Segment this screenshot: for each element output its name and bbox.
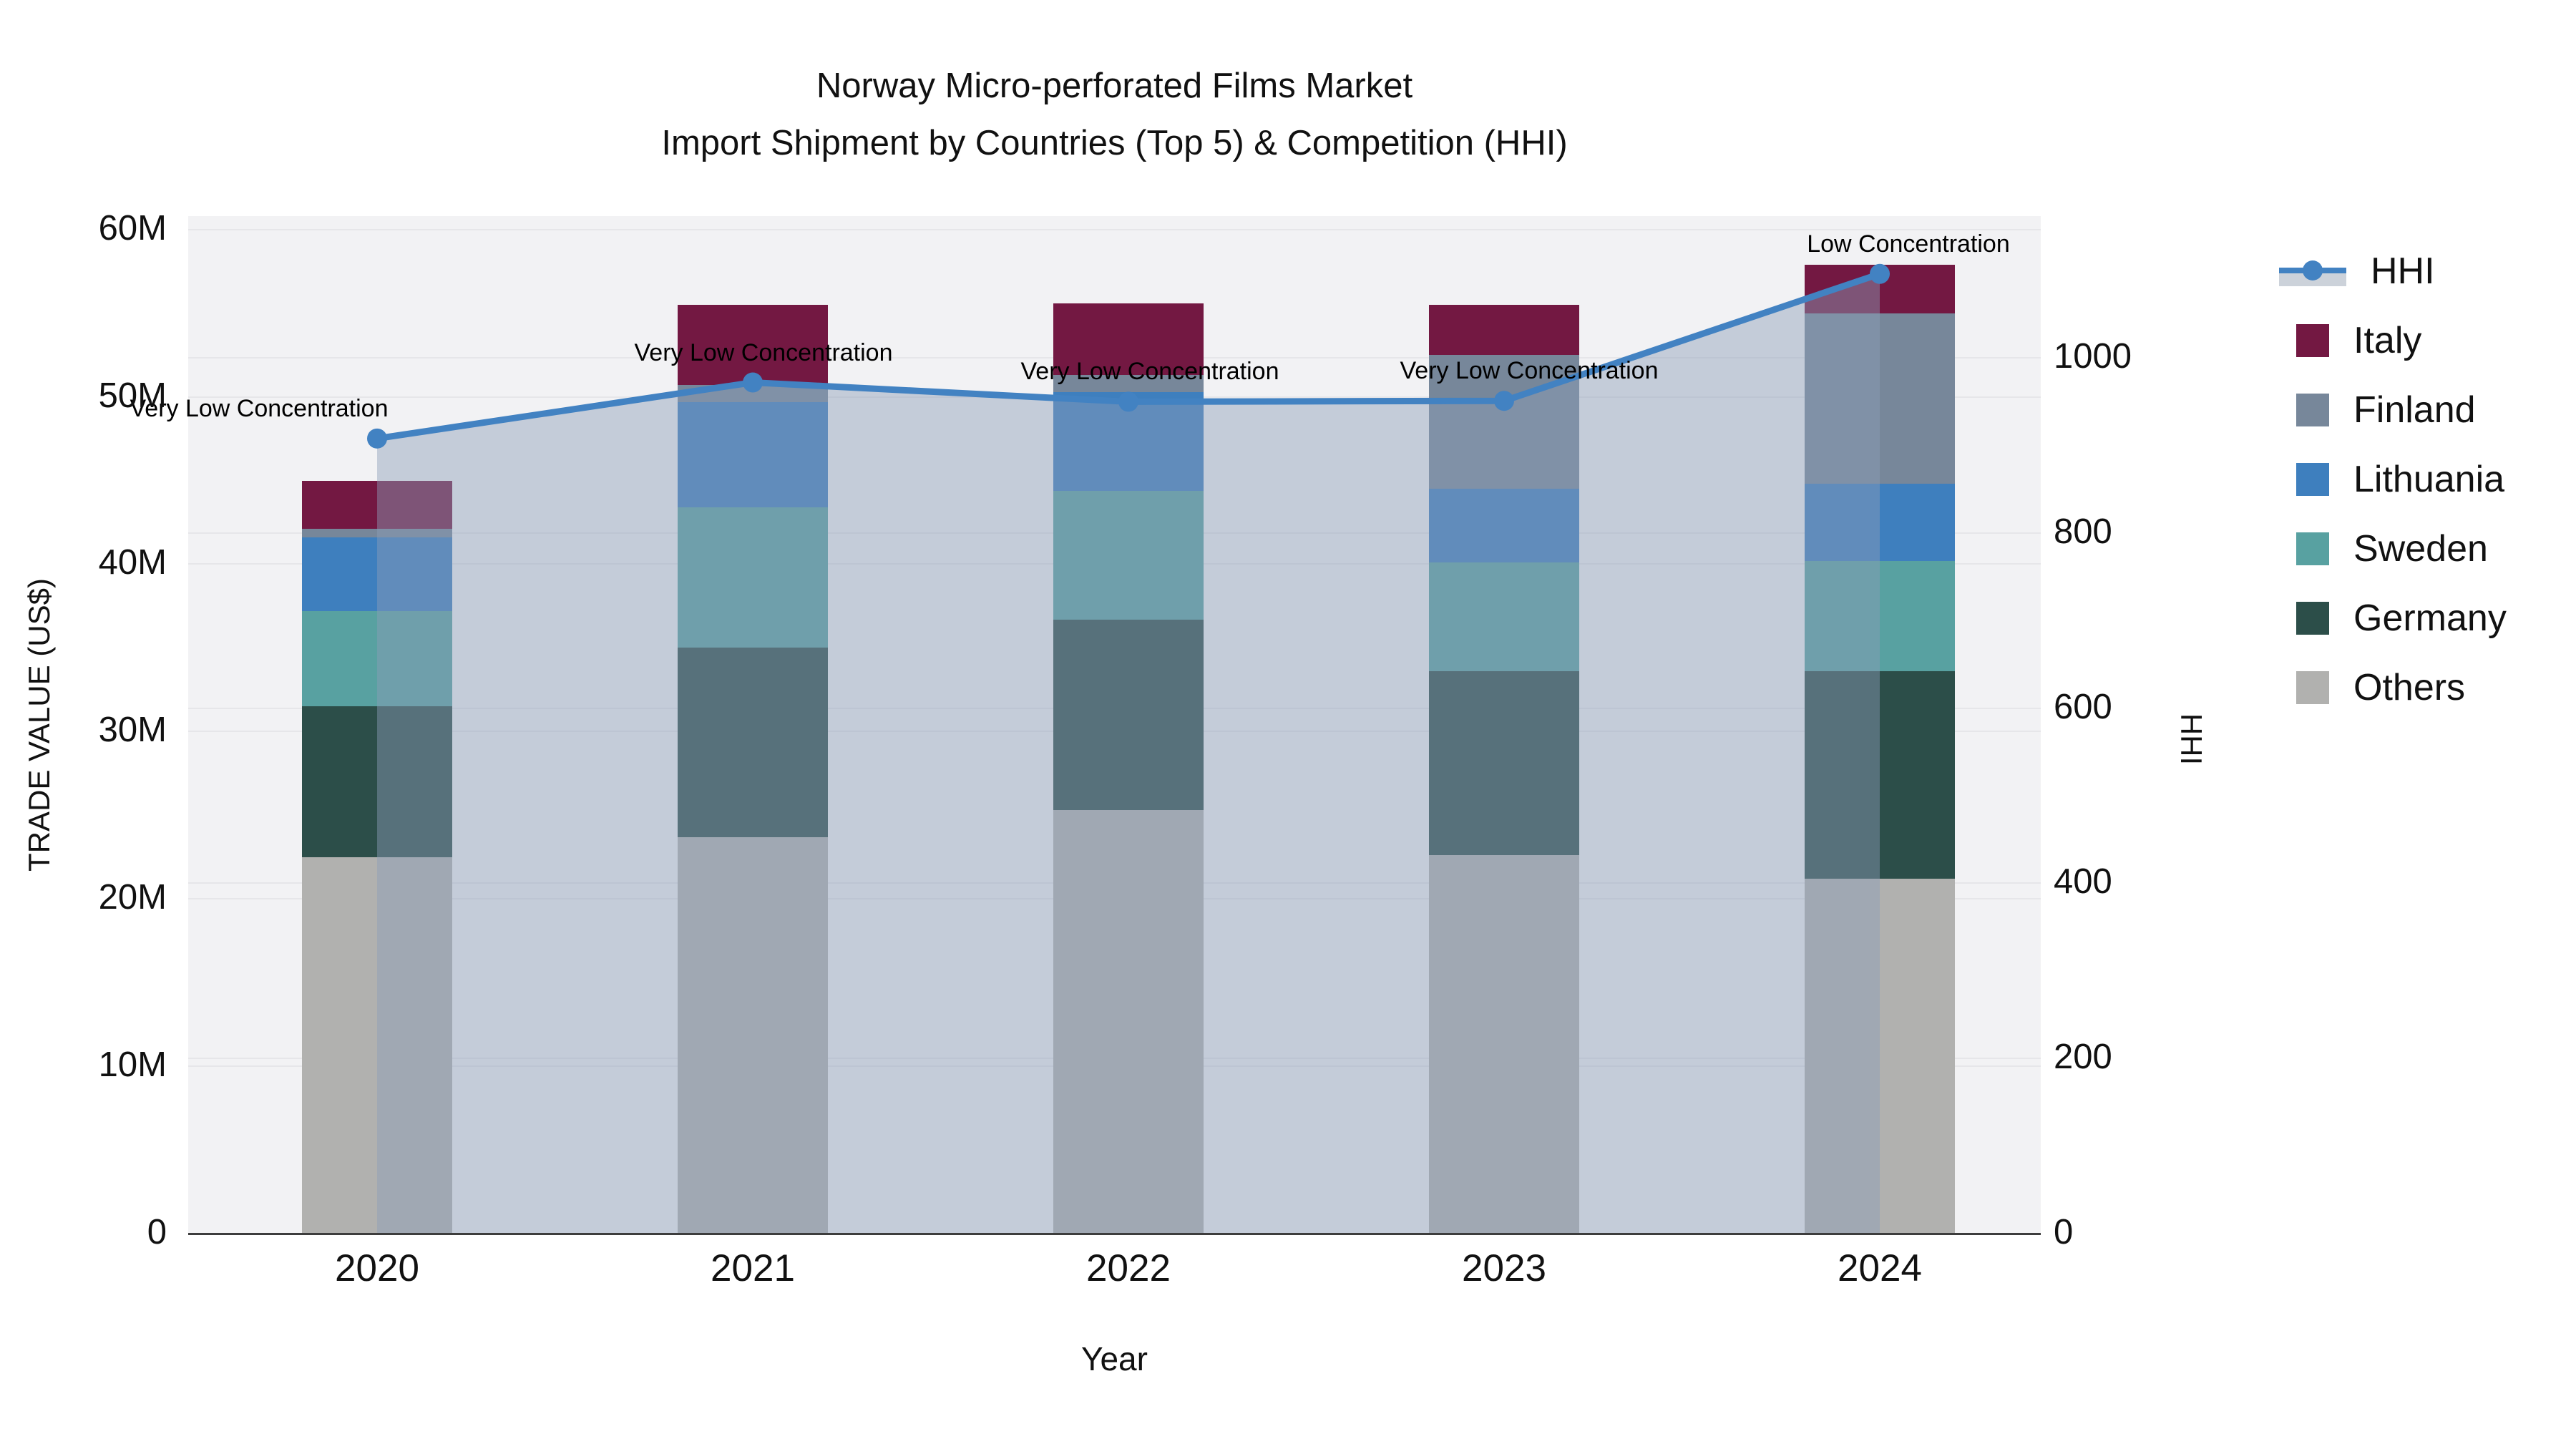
y-right-tick-1000: 1000: [2054, 337, 2132, 376]
bar-segment-others-2021[interactable]: [678, 836, 828, 1234]
bar-segment-sweden-2021[interactable]: [678, 507, 828, 648]
bar-segment-finland-2020[interactable]: [302, 529, 452, 538]
hhi-marker-2023[interactable]: [1494, 391, 1514, 411]
y-left-tick-30M: 30M: [98, 711, 167, 750]
bar-segment-germany-2021[interactable]: [678, 648, 828, 837]
bar-segment-finland-2022[interactable]: [1053, 375, 1204, 392]
bar-segment-germany-2024[interactable]: [1805, 671, 1955, 879]
legend-swatch-finland-icon: [2296, 393, 2329, 426]
legend-swatch-sweden-icon: [2296, 532, 2329, 565]
legend-item-finland[interactable]: Finland: [2279, 375, 2476, 444]
legend-swatch-lithuania-icon: [2296, 462, 2329, 496]
y-left-tick-0: 0: [147, 1213, 167, 1252]
bar-segment-italy-2021[interactable]: [678, 304, 828, 386]
bar-segment-others-2022[interactable]: [1053, 810, 1204, 1234]
y-left-tick-20M: 20M: [98, 878, 167, 917]
x-tick-2022: 2022: [1086, 1247, 1171, 1289]
legend-swatch-germany-icon: [2296, 601, 2329, 635]
bar-segment-lithuania-2020[interactable]: [302, 537, 452, 611]
hhi-legend-glyph-icon: [2279, 255, 2346, 288]
bar-segment-others-2024[interactable]: [1805, 879, 1955, 1234]
y-right-tick-200: 200: [2054, 1038, 2112, 1077]
legend-swatch-italy-icon: [2296, 323, 2329, 357]
annotation-2024: Low Concentration: [1807, 230, 2010, 258]
bar-segment-others-2020[interactable]: [302, 857, 452, 1234]
hhi-marker-swatch-icon: [2303, 260, 2323, 280]
annotation-2022: Very Low Concentration: [1020, 358, 1279, 386]
hhi-area-fill: [377, 273, 1880, 1234]
bar-segment-sweden-2022[interactable]: [1053, 490, 1204, 620]
legend-label-italy: Italy: [2353, 319, 2422, 361]
legend-item-hhi[interactable]: HHI: [2279, 236, 2435, 306]
hhi-marker-2022[interactable]: [1118, 391, 1138, 412]
y-right-tick-600: 600: [2054, 687, 2112, 726]
x-axis-line: [188, 1233, 2041, 1235]
bar-segment-lithuania-2023[interactable]: [1429, 489, 1579, 563]
hhi-line-layer: [367, 263, 1890, 1234]
bar-segment-lithuania-2021[interactable]: [678, 401, 828, 507]
bar-segment-finland-2024[interactable]: [1805, 313, 1955, 484]
legend-item-italy[interactable]: Italy: [2279, 306, 2421, 375]
bar-segment-germany-2023[interactable]: [1429, 671, 1579, 856]
legend-item-germany[interactable]: Germany: [2279, 583, 2507, 653]
bar-segment-italy-2023[interactable]: [1429, 304, 1579, 356]
hhi-marker-2021[interactable]: [743, 372, 763, 393]
bar-segment-sweden-2020[interactable]: [302, 610, 452, 707]
annotation-2023: Very Low Concentration: [1400, 357, 1659, 385]
y-right-tick-800: 800: [2054, 512, 2112, 551]
legend-label-germany: Germany: [2353, 597, 2507, 639]
legend-item-sweden[interactable]: Sweden: [2279, 514, 2488, 583]
y-right-tick-400: 400: [2054, 862, 2112, 902]
bar-segment-italy-2022[interactable]: [1053, 303, 1204, 376]
annotation-2021: Very Low Concentration: [634, 338, 893, 366]
y-left-tick-60M: 60M: [98, 208, 167, 248]
annotation-2020: Very Low Concentration: [130, 394, 389, 422]
x-tick-2020: 2020: [335, 1247, 419, 1289]
bar-segment-germany-2022[interactable]: [1053, 619, 1204, 811]
legend-label-finland: Finland: [2353, 389, 2476, 431]
legend-item-others[interactable]: Others: [2279, 653, 2465, 722]
bar-segment-sweden-2024[interactable]: [1805, 560, 1955, 672]
legend-swatch-others-icon: [2296, 670, 2329, 704]
x-tick-2024: 2024: [1838, 1247, 1922, 1289]
legend-label-hhi: HHI: [2371, 250, 2435, 292]
bar-segment-others-2023[interactable]: [1429, 855, 1579, 1234]
plot-area: [188, 216, 2041, 1234]
bar-segment-italy-2020[interactable]: [302, 480, 452, 530]
hhi-marker-2020[interactable]: [367, 428, 387, 449]
y-left-tick-10M: 10M: [98, 1045, 167, 1085]
legend-label-others: Others: [2353, 666, 2466, 708]
y-left-tick-40M: 40M: [98, 543, 167, 582]
bar-segment-lithuania-2024[interactable]: [1805, 484, 1955, 561]
chart-title-line-1: Norway Micro-perforated Films Market: [816, 67, 1413, 105]
x-axis-title: Year: [1081, 1340, 1148, 1377]
hhi-marker-2024[interactable]: [1870, 263, 1890, 284]
bar-segment-finland-2023[interactable]: [1429, 355, 1579, 489]
legend-item-lithuania[interactable]: Lithuania: [2279, 444, 2504, 514]
bar-segment-sweden-2023[interactable]: [1429, 562, 1579, 672]
x-tick-2023: 2023: [1462, 1247, 1546, 1289]
gridline-trade-60: [188, 228, 2041, 230]
legend-label-lithuania: Lithuania: [2353, 458, 2505, 500]
x-tick-2021: 2021: [711, 1247, 795, 1289]
chart-title-line-2: Import Shipment by Countries (Top 5) & C…: [661, 124, 1568, 162]
y-left-tick-50M: 50M: [98, 376, 167, 415]
bar-segment-germany-2020[interactable]: [302, 706, 452, 857]
legend-label-sweden: Sweden: [2353, 527, 2488, 570]
y-right-tick-0: 0: [2054, 1213, 2074, 1252]
